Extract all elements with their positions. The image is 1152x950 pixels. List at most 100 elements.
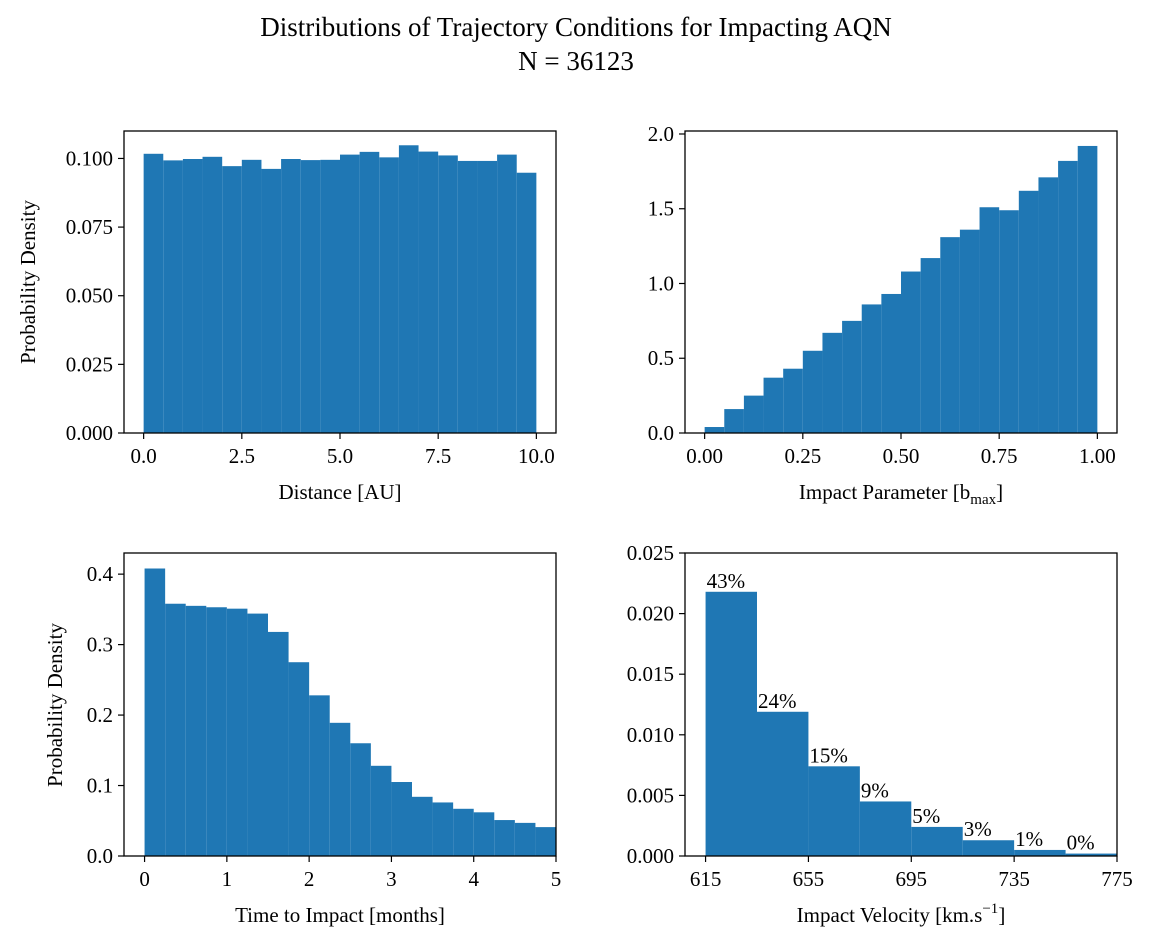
y-tick-label: 0.1 [87,774,113,798]
histogram-bar [241,159,262,433]
histogram-bar [432,802,454,856]
histogram-bar [226,608,248,856]
x-axis-label-text: Impact Velocity [km.s [797,903,983,927]
x-axis-label-end: ] [998,903,1005,927]
y-axis-label: Probability Density [43,623,67,787]
x-tick-label: 0.0 [131,444,157,468]
histogram-bar [959,229,980,433]
x-tick-label: 5 [551,867,562,891]
histogram-bar [861,304,882,433]
histogram-bar [822,332,843,433]
histogram-bar [300,160,321,434]
x-tick-label: 0.75 [981,444,1018,468]
x-tick-label: 735 [998,867,1030,891]
y-tick-label: 0.2 [87,703,113,727]
y-tick-label: 0.005 [627,783,674,807]
y-tick-label: 0.3 [87,633,113,657]
x-tick-label: 2 [304,867,315,891]
y-tick-label: 0.4 [87,562,114,586]
figure-title: Distributions of Trajectory Conditions f… [260,12,892,42]
histogram-bar [288,662,310,856]
axes-frame [123,552,557,857]
histogram-bar [261,168,282,433]
y-tick-label: 1.5 [648,197,674,221]
panel-time-to-impact: 0 1 2 3 4 5 0.0 0.1 0.2 0.3 0.4 Time to Impact [mon… [43,552,562,927]
histogram-bar [281,159,301,433]
x-tick-label: 0.00 [686,444,723,468]
x-axis-label-subscript: max [970,492,996,508]
y-tick-label: 2.0 [648,122,674,146]
histogram-bar [783,368,803,433]
histogram-bar [724,409,744,433]
y-tick-label: 0.025 [627,541,674,565]
histogram-bar [940,237,960,433]
bar-percent-label: 1% [1015,827,1043,851]
histogram-bar [340,154,360,434]
x-tick-label: 4 [468,867,479,891]
histogram-bar [962,840,1015,856]
histogram-bar [206,607,227,856]
x-axis-label-superscript: −1 [982,901,998,917]
x-tick-label: 1 [222,867,233,891]
histogram-bar [1014,849,1066,856]
histogram-bar [222,166,242,433]
histogram-bar [457,160,478,433]
histogram-bar [999,210,1019,433]
histogram-bar [268,631,289,856]
x-tick-label: 655 [793,867,825,891]
y-tick-label: 0.5 [648,346,674,370]
histogram-bar [412,796,433,856]
y-tick-label: 1.0 [648,271,674,295]
histogram-bar [398,145,419,433]
axes-frame [684,552,1118,857]
histogram-bar [182,159,203,433]
histogram-bar [802,350,823,433]
bar-percent-label: 15% [809,743,848,767]
histogram-bar [1077,145,1098,433]
x-axis-label-text: Distance [AU] [278,480,401,504]
histogram-bar [497,154,517,434]
histogram-bar [185,605,207,856]
y-tick-label: 0.015 [627,662,674,686]
x-axis-label-end: ] [996,480,1003,504]
histogram-bar [143,153,164,433]
histogram-bar [359,151,380,433]
y-tick-label: 0.050 [66,284,113,308]
histogram-bar [418,151,439,433]
bar-percent-label: 43% [707,569,746,593]
histogram-bar [473,812,495,856]
histogram-bar [514,822,536,856]
x-axis-label: Time to Impact [months] [235,903,445,927]
histogram-bar [477,160,498,433]
x-axis-label: Distance [AU] [278,480,401,504]
histogram-bar [911,826,963,856]
x-tick-label: 7.5 [425,444,451,468]
histogram-bar [379,157,399,433]
histogram-bar [494,820,515,856]
panel-distance: 0.0 2.5 5.0 7.5 10.0 0.000 0.025 0.050 0.075 0.10… [16,130,557,504]
x-tick-label: 775 [1101,867,1133,891]
histogram-bar [757,711,809,856]
histogram-bar [247,613,268,856]
x-tick-label: 2.5 [229,444,255,468]
histogram-bar [391,782,412,856]
bar-percent-label: 24% [758,689,797,713]
histogram-bar [329,722,351,856]
y-tick-label: 0.0 [648,421,674,445]
histogram-bar [705,591,757,856]
y-tick-label: 0.000 [627,844,674,868]
y-tick-label: 0.075 [66,215,113,239]
histogram-bar [881,293,901,433]
histogram-bar [763,377,784,433]
histogram-bar [1038,177,1059,433]
x-tick-label: 10.0 [518,444,555,468]
y-tick-label: 0.025 [66,352,113,376]
x-tick-label: 615 [690,867,722,891]
panel-impact-parameter: 0.00 0.25 0.50 0.75 1.00 0.0 0.5 1.0 1.5 2.0 Impac… [648,122,1118,508]
figure-subtitle: N = 36123 [518,46,634,76]
x-axis-label: Impact Parameter [bmax] [799,480,1003,508]
histogram-bar [309,695,330,856]
bar-percent-label: 3% [964,817,992,841]
histogram-bar [370,765,392,856]
histogram-bar [1018,190,1039,433]
